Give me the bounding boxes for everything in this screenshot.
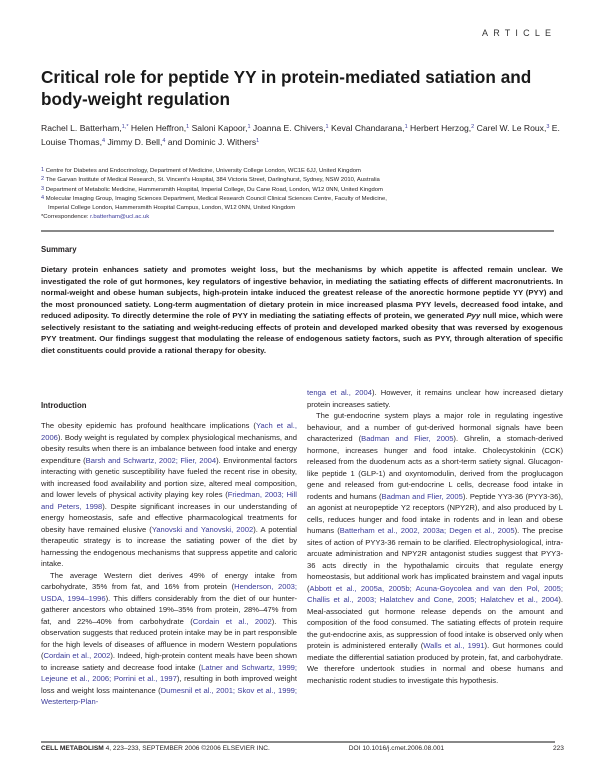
body-text: ). A potential therapeutic strategy is t… [41, 524, 297, 569]
footer-divider [41, 741, 555, 743]
affiliation-marker: 1 [404, 124, 408, 130]
introduction-heading: Introduction [41, 401, 87, 410]
affiliation-number: 4 [41, 194, 45, 201]
correspondence: *Correspondence: r.batterham@ucl.ac.uk [41, 213, 566, 222]
affiliation-marker: 4 [162, 138, 166, 144]
body-text: ), resulting in both improved weight los… [41, 674, 298, 695]
citation-link[interactable]: Abbott et al., 2005a, 2005b; Acuna-Goyco… [307, 583, 563, 605]
italic-text: Pyy [466, 311, 481, 320]
affiliations: 1 Centre for Diabetes and Endocrinology,… [41, 167, 566, 223]
body-text: ). The precise sites of action of PYY3-3… [307, 526, 563, 593]
author-name: and Dominic J. Withers [165, 137, 257, 147]
citation-link[interactable]: Yach et al., 2006 [41, 421, 298, 442]
citation-link[interactable]: Friedman, 2003; Hill and Peters, 1998 [41, 490, 297, 511]
body-text: null mice, which were selectively resist… [41, 311, 563, 355]
affiliation-marker: 1 [247, 124, 251, 130]
citation-link[interactable]: Walls et al., 1991 [423, 641, 485, 650]
paragraph: tenga et al., 2004). However, it remains… [307, 387, 563, 410]
header-divider [41, 230, 554, 232]
introduction-right-column: tenga et al., 2004). However, it remains… [307, 387, 563, 686]
citation-link[interactable]: Latner and Schwartz, 1999; Lejeune et al… [41, 662, 297, 684]
paragraph: The obesity epidemic has profound health… [41, 420, 297, 570]
body-text: Dietary protein enhances satiety and pro… [41, 265, 563, 320]
paragraph: The average Western diet derives 49% of … [41, 570, 297, 708]
affiliation-text: Imperial College London, Hammersmith Hos… [48, 205, 296, 212]
affiliation: Imperial College London, Hammersmith Hos… [41, 204, 566, 213]
citation-link[interactable]: Yanovski and Yanovski, 2002 [151, 524, 254, 534]
doi: DOI 10.1016/j.cmet.2006.08.001 [348, 745, 445, 752]
body-text: ). Despite significant increases in our … [41, 501, 297, 534]
citation-link[interactable]: Batterham et al., 2002, 2003a; Degen et … [339, 526, 515, 535]
body-text: ). However, it remains unclear how incre… [307, 388, 563, 409]
citation-details: 4, 223–233, SEPTEMBER 2006 ©2006 ELSEVIE… [103, 745, 270, 752]
author-name: Keval Chandarana, [328, 123, 405, 133]
affiliation-marker: 1,* [121, 124, 129, 130]
affiliation-marker: 3 [546, 124, 550, 130]
author-name: E. Louise Thomas, [41, 123, 560, 147]
author-name: Jimmy D. Bell, [105, 137, 163, 147]
body-text: ). Ghrelin, a stomach-derived hormone, i… [307, 434, 563, 501]
author-name: Helen Heffron, [128, 123, 187, 133]
affiliation: 4 Molecular Imaging Group, Imaging Scien… [41, 195, 566, 204]
affiliation-text: Molecular Imaging Group, Imaging Science… [44, 195, 387, 202]
body-text: ). Environmental factors interacting wit… [41, 455, 298, 500]
introduction-left-column: The obesity epidemic has profound health… [41, 420, 297, 708]
affiliation: 1 Centre for Diabetes and Endocrinology,… [41, 167, 566, 176]
citation-link[interactable]: Henderson, 2003; USDA, 1994–1996 [41, 582, 298, 603]
body-text: The gut-endocrine system plays a major r… [307, 411, 563, 443]
body-text: The obesity epidemic has profound health… [41, 421, 256, 430]
citation-link[interactable]: Dumesnil et al., 2001; Skov et al., 1999… [41, 685, 297, 707]
affiliation-marker: 1 [256, 138, 260, 144]
citation-link[interactable]: Cordain et al., 2002 [43, 651, 111, 660]
affiliation-marker: 4 [102, 138, 106, 144]
journal-citation: CELL METABOLISM 4, 223–233, SEPTEMBER 20… [41, 745, 270, 752]
citation-link[interactable]: Cordain et al., 2002 [192, 616, 272, 626]
body-text: ). Indeed, high-protein content meals ha… [41, 651, 298, 672]
paragraph: The gut-endocrine system plays a major r… [307, 410, 563, 686]
author-list: Rachel L. Batterham,1,* Helen Heffron,1 … [41, 121, 566, 149]
affiliation-marker: 1 [325, 124, 329, 130]
affiliation-text: Centre for Diabetes and Endocrinology, D… [44, 168, 361, 174]
author-name: Herbert Herzog, [407, 123, 472, 133]
article-type-label: ARTICLE [482, 28, 557, 38]
citation-link[interactable]: Badman and Flier, 2005 [361, 434, 454, 443]
paper-title: Critical role for peptide YY in protein-… [41, 67, 532, 109]
author-name: Joanna E. Chivers, [250, 123, 326, 133]
affiliation-marker: 1 [186, 124, 190, 130]
affiliation: 2 The Garvan Institute of Medical Resear… [41, 176, 566, 185]
affiliation-text: The Garvan Institute of Medical Research… [44, 177, 380, 184]
page-number: 223 [552, 745, 564, 752]
citation-link[interactable]: Badman and Flier, 2005 [381, 491, 463, 501]
body-text: ). This differs considerably from the di… [41, 593, 297, 626]
affiliation-number: 3 [41, 185, 45, 192]
body-text: ). Body weight is regulated by complex p… [41, 432, 297, 465]
journal-name: CELL METABOLISM [41, 745, 104, 752]
affiliation-number: 2 [41, 176, 45, 183]
body-text: ). Peptide YY3-36 (PYY3-36), an agonist … [307, 491, 564, 536]
summary-heading: Summary [41, 245, 77, 254]
body-text: ). This observation suggests that reduce… [41, 616, 297, 661]
affiliation-number: 1 [41, 167, 45, 173]
correspondence-email-link[interactable]: r.batterham@ucl.ac.uk [90, 214, 150, 221]
correspondence-label: *Correspondence: [41, 214, 91, 221]
affiliation: 3 Department of Metabolic Medicine, Hamm… [41, 186, 566, 195]
body-text: ). Meal-associated gut hormone release d… [307, 595, 563, 650]
citation-link[interactable]: tenga et al., 2004 [307, 388, 372, 397]
summary-text: Dietary protein enhances satiety and pro… [41, 264, 563, 356]
author-name: Rachel L. Batterham, [41, 123, 122, 133]
citation-link[interactable]: Barsh and Schwartz, 2002; Flier, 2004 [85, 455, 217, 465]
affiliation-marker: 2 [471, 124, 475, 130]
affiliation-text: Department of Metabolic Medicine, Hammer… [44, 186, 383, 193]
author-name: Saloni Kapoor, [189, 123, 248, 133]
author-name: Carel W. Le Roux, [474, 123, 547, 133]
body-text: ). Gut hormones could mediate the differ… [307, 641, 563, 685]
body-text: The average Western diet derives 49% of … [41, 570, 297, 592]
page-footer: CELL METABOLISM 4, 223–233, SEPTEMBER 20… [41, 745, 564, 752]
